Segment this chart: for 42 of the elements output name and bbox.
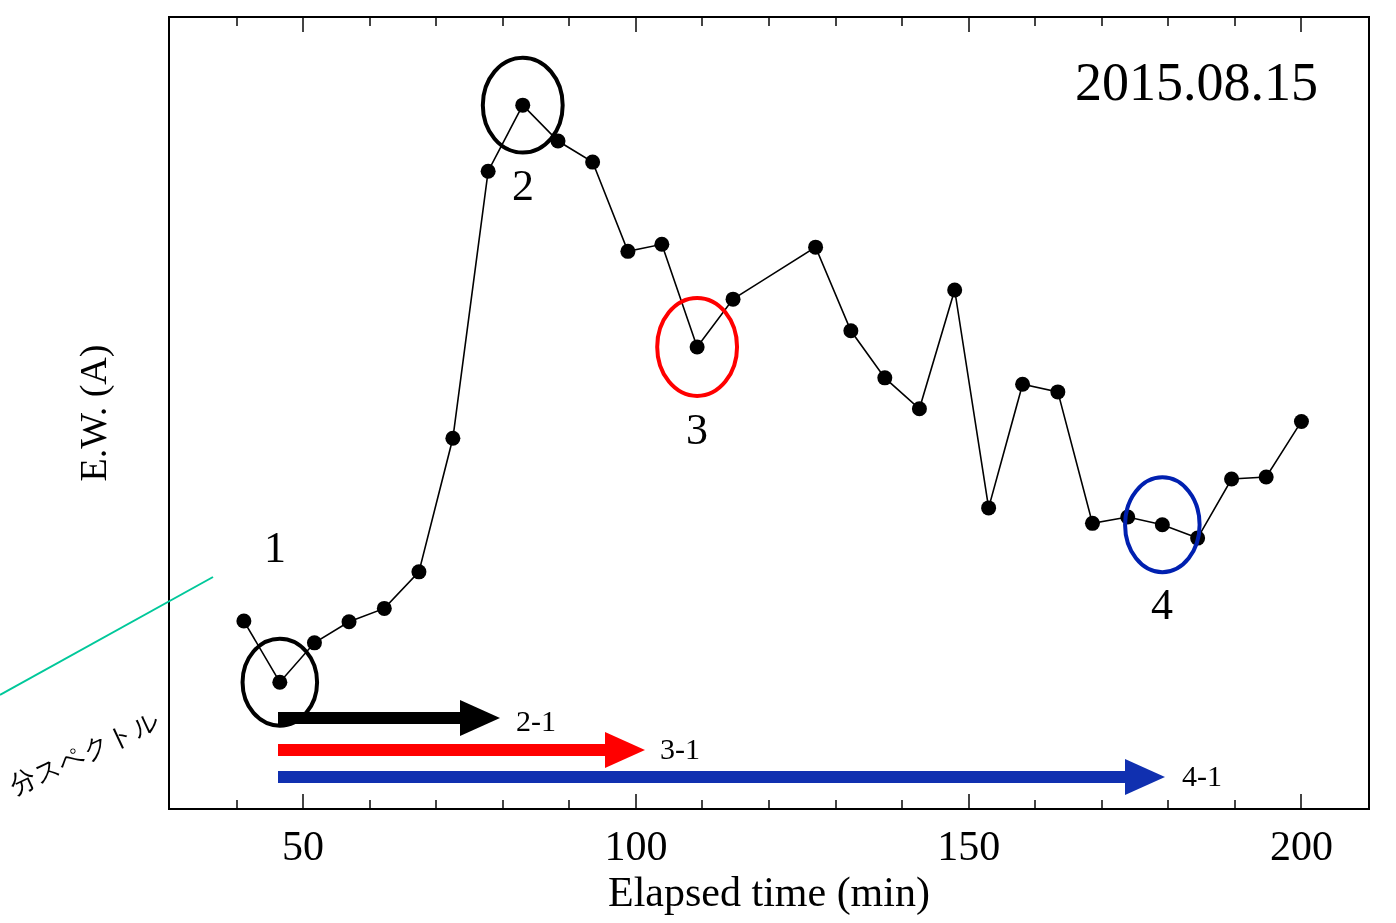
point	[376, 600, 392, 616]
text: 分スペクトル	[5, 705, 164, 801]
point	[1154, 517, 1170, 533]
point	[411, 564, 427, 580]
point	[620, 243, 636, 259]
x-tick-label: 200	[1269, 823, 1333, 870]
point	[341, 614, 357, 630]
point	[843, 323, 859, 339]
y-axis-title: E.W. (A)	[71, 344, 115, 482]
point	[306, 635, 322, 651]
annotation: 4	[1151, 580, 1173, 629]
point	[480, 163, 496, 179]
annotation: 2	[512, 161, 534, 210]
annotation: 2015.08.15	[1075, 52, 1318, 112]
point	[689, 339, 705, 355]
x-axis-title: Elapsed time (min)	[608, 869, 930, 917]
point	[272, 674, 288, 690]
point	[911, 401, 927, 417]
point	[1050, 384, 1066, 400]
x-tick-label: 100	[604, 823, 668, 870]
point	[585, 154, 601, 170]
point	[808, 239, 824, 255]
point	[1015, 376, 1031, 392]
annotation: 3-1	[660, 732, 700, 765]
x-tick-label: 50	[282, 823, 325, 870]
point	[1293, 413, 1309, 429]
point	[981, 500, 997, 516]
point	[654, 236, 670, 252]
point	[947, 282, 963, 298]
point	[877, 370, 893, 386]
annotation: 3	[686, 405, 708, 454]
annotation: 2-1	[516, 704, 556, 737]
point	[725, 291, 741, 307]
point	[515, 97, 531, 113]
point	[1258, 469, 1274, 485]
point	[445, 430, 461, 446]
annotation: 4-1	[1182, 759, 1222, 792]
point	[1224, 471, 1240, 487]
point	[236, 613, 252, 629]
point	[1084, 515, 1100, 531]
x-tick-label: 150	[937, 823, 1001, 870]
annotation: 1	[264, 523, 286, 572]
